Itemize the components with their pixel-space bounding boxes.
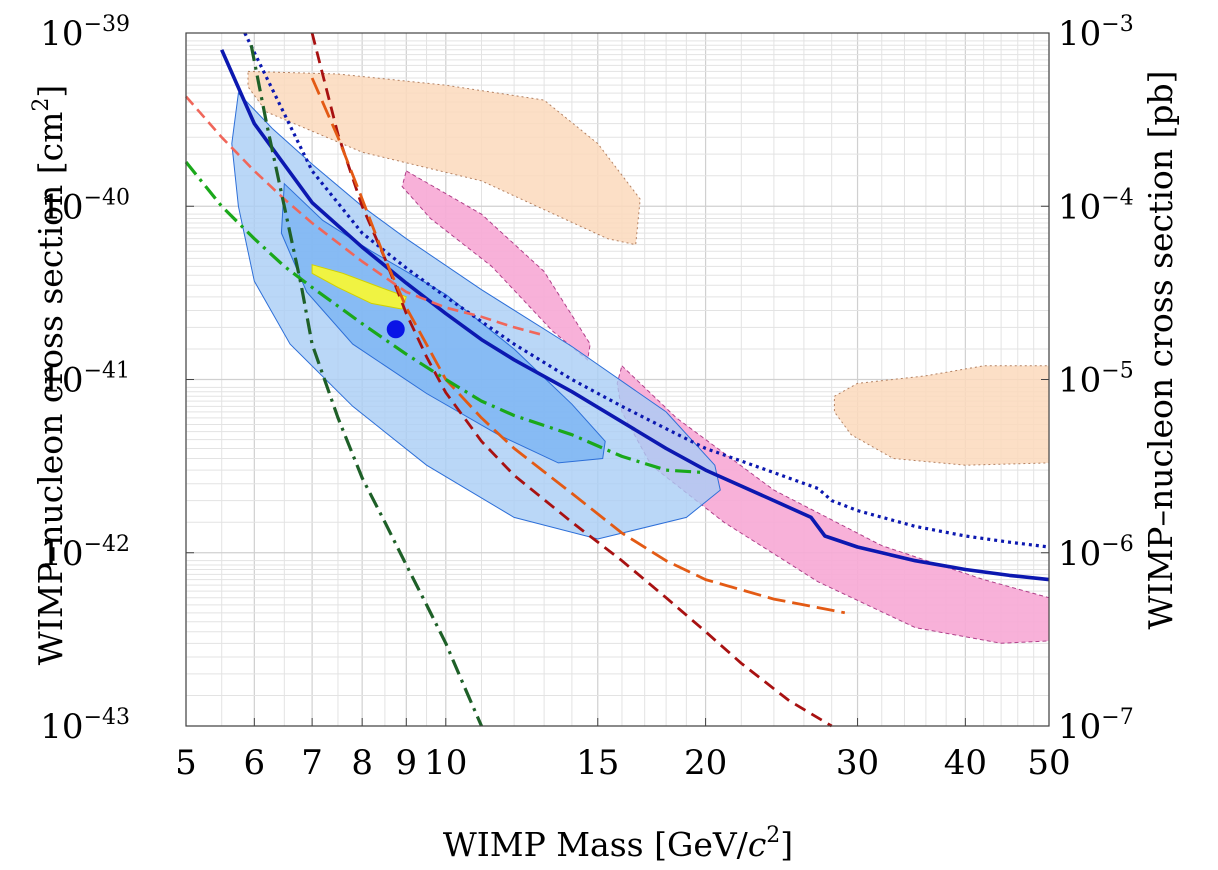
y-tick-label: 10−42: [40, 532, 130, 574]
y2-tick-label: 10−3: [1058, 12, 1134, 54]
x-tick-label: 8: [351, 743, 373, 783]
series-line-4: [310, 77, 846, 615]
region-6: [280, 182, 606, 464]
region-2: [833, 365, 1050, 466]
shaded-regions: [231, 70, 1050, 644]
y2-axis-ticks: 10−7 10−6 10−5 10−4 10−3: [1041, 12, 1134, 747]
y2-tick-label: 10−4: [1058, 185, 1134, 227]
x-tick-label: 10: [424, 743, 467, 783]
x-axis-ticks: 5 6 7 8 9 10 15 20 30 40 50: [175, 718, 1071, 783]
y-axis-ticks: 10−43 10−42 10−41 10−40 10−39: [40, 12, 194, 747]
y2-axis-title: WIMP–nucleon cross section [pb]: [1141, 71, 1180, 630]
x-tick-label: 20: [684, 743, 727, 783]
x-tick-label: 5: [175, 743, 197, 783]
x-tick-label: 40: [944, 743, 987, 783]
x-tick-label: 6: [244, 743, 266, 783]
x-tick-label: 50: [1027, 743, 1070, 783]
data-point-1: [386, 320, 405, 339]
series-line-5: [185, 95, 545, 337]
y-axis-title: WIMP–nucleon cross section [cm2]: [29, 85, 70, 666]
y-tick-label: 10−43: [40, 705, 130, 747]
series-lines: [184, 32, 1050, 728]
y2-tick-label: 10−7: [1058, 705, 1134, 747]
x-tick-label: 9: [395, 743, 417, 783]
series-line-3: [310, 32, 833, 728]
x-axis-title: WIMP Mass [GeV/c2]: [443, 823, 793, 864]
y2-tick-label: 10−6: [1058, 532, 1134, 574]
y-tick-label: 10−39: [40, 12, 130, 54]
x-tick-label: 15: [576, 743, 619, 783]
x-tick-label: 30: [836, 743, 879, 783]
series-line-2: [243, 32, 1050, 549]
x-tick-label: 7: [301, 743, 323, 783]
region-1: [247, 70, 641, 246]
series-line-6: [184, 160, 706, 475]
y2-tick-label: 10−5: [1058, 359, 1134, 401]
region-7: [311, 264, 407, 310]
y-tick-label: 10−40: [40, 185, 130, 227]
region-5: [231, 92, 721, 540]
series-line-1: [220, 49, 1050, 582]
series-line-7: [249, 44, 483, 727]
data-points: [386, 320, 405, 339]
y-tick-label: 10−41: [40, 359, 130, 401]
